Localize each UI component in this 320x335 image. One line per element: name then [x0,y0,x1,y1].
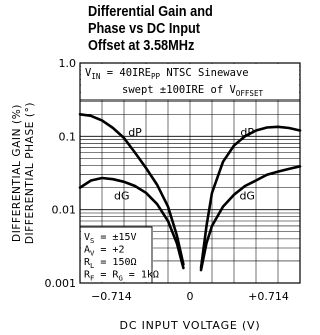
curve-labels: dP dG dP dG [114,126,255,203]
series-line-dg-left [78,176,185,270]
conditions-line-2: swept ±100IRE of VOFFSET [122,84,264,98]
chart-title-line-3: Offset at 3.58MHz [88,38,195,54]
plot-frame [79,62,301,284]
tick-labels: 1.0 0.1 0.01 0.001 −0.714 0 +0.714 [45,57,289,303]
y-tick-label: 0.1 [59,130,77,143]
params-box-background [81,227,153,282]
params-box-border [80,226,153,283]
series-line-dp-right [199,125,302,270]
y-axis-label-2: DIFFERENTIAL PHASE (°) [24,102,36,244]
y-tick-label: 1.0 [59,57,77,70]
conditions-line-1: VIN = 40IREPP NTSC Sinewave [85,67,249,81]
params-line-3: RL = 150Ω [84,257,137,270]
x-tick-label: −0.714 [91,290,132,303]
params-line-4: RF = RG = 1kΩ [84,270,159,283]
series-line-dg-right [199,165,302,272]
curve-label-dp: dP [128,126,142,139]
annotation-boxes: VIN = 40IREPP NTSC Sinewave swept ±100IRE… [80,64,300,283]
axis-labels: DC INPUT VOLTAGE (V) DIFFERENTIAL GAIN (%… [11,102,260,332]
curves [78,113,302,272]
params-line-1: VS = ±15V [84,232,137,245]
y-axis-label-1: DIFFERENTIAL GAIN (%) [11,104,23,242]
x-tick-label: +0.714 [248,290,289,303]
x-tick-label: 0 [187,290,194,303]
chart-title: Differential Gain and Phase vs DC Input … [88,4,264,55]
params-line-2: AV = +2 [84,245,124,258]
curve-label-dg: dG [239,190,255,203]
curve-label-dg: dG [114,190,130,203]
chart-title-line-1: Differential Gain and [88,4,213,20]
chart-title-line-2: Phase vs DC Input [88,21,201,37]
y-tick-label: 0.01 [52,204,77,217]
curve-label-dp: dP [240,126,254,139]
y-tick-label: 0.001 [45,277,77,290]
conditions-box-background [81,64,299,100]
x-axis-label: DC INPUT VOLTAGE (V) [120,319,261,332]
series-line-dp-left [78,113,185,266]
